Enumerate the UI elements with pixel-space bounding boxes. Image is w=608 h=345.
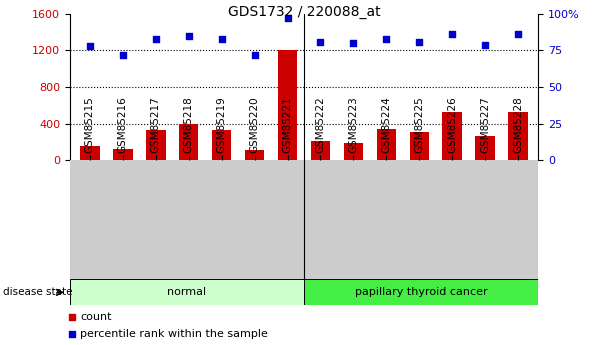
Point xyxy=(513,31,523,37)
Point xyxy=(67,331,77,337)
Text: GDS1732 / 220088_at: GDS1732 / 220088_at xyxy=(227,5,381,19)
Bar xyxy=(179,124,198,160)
Point xyxy=(67,314,77,319)
Bar xyxy=(112,149,133,160)
Point xyxy=(118,52,128,58)
Point xyxy=(85,43,95,49)
Bar xyxy=(410,131,429,160)
Bar xyxy=(304,279,538,305)
Point xyxy=(480,42,490,47)
Point xyxy=(151,36,161,41)
Bar xyxy=(146,130,165,160)
Point xyxy=(382,36,392,41)
Point xyxy=(316,39,325,45)
Bar xyxy=(70,279,304,305)
Bar xyxy=(212,130,232,160)
Bar xyxy=(244,150,264,160)
Text: normal: normal xyxy=(167,287,207,297)
Point xyxy=(250,52,260,58)
Bar xyxy=(278,50,297,160)
Bar xyxy=(443,112,462,160)
Bar xyxy=(80,146,100,160)
Point xyxy=(447,31,457,37)
Bar xyxy=(376,129,396,160)
Text: papillary thyroid cancer: papillary thyroid cancer xyxy=(354,287,488,297)
Bar xyxy=(344,143,364,160)
Text: percentile rank within the sample: percentile rank within the sample xyxy=(80,329,268,339)
Point xyxy=(283,16,292,21)
Point xyxy=(415,39,424,45)
Text: count: count xyxy=(80,312,112,322)
Point xyxy=(216,36,226,41)
Point xyxy=(348,40,358,46)
Point xyxy=(184,33,193,39)
Text: disease state: disease state xyxy=(3,287,72,297)
Bar xyxy=(311,141,330,160)
Bar xyxy=(508,112,528,160)
Bar xyxy=(475,136,496,160)
